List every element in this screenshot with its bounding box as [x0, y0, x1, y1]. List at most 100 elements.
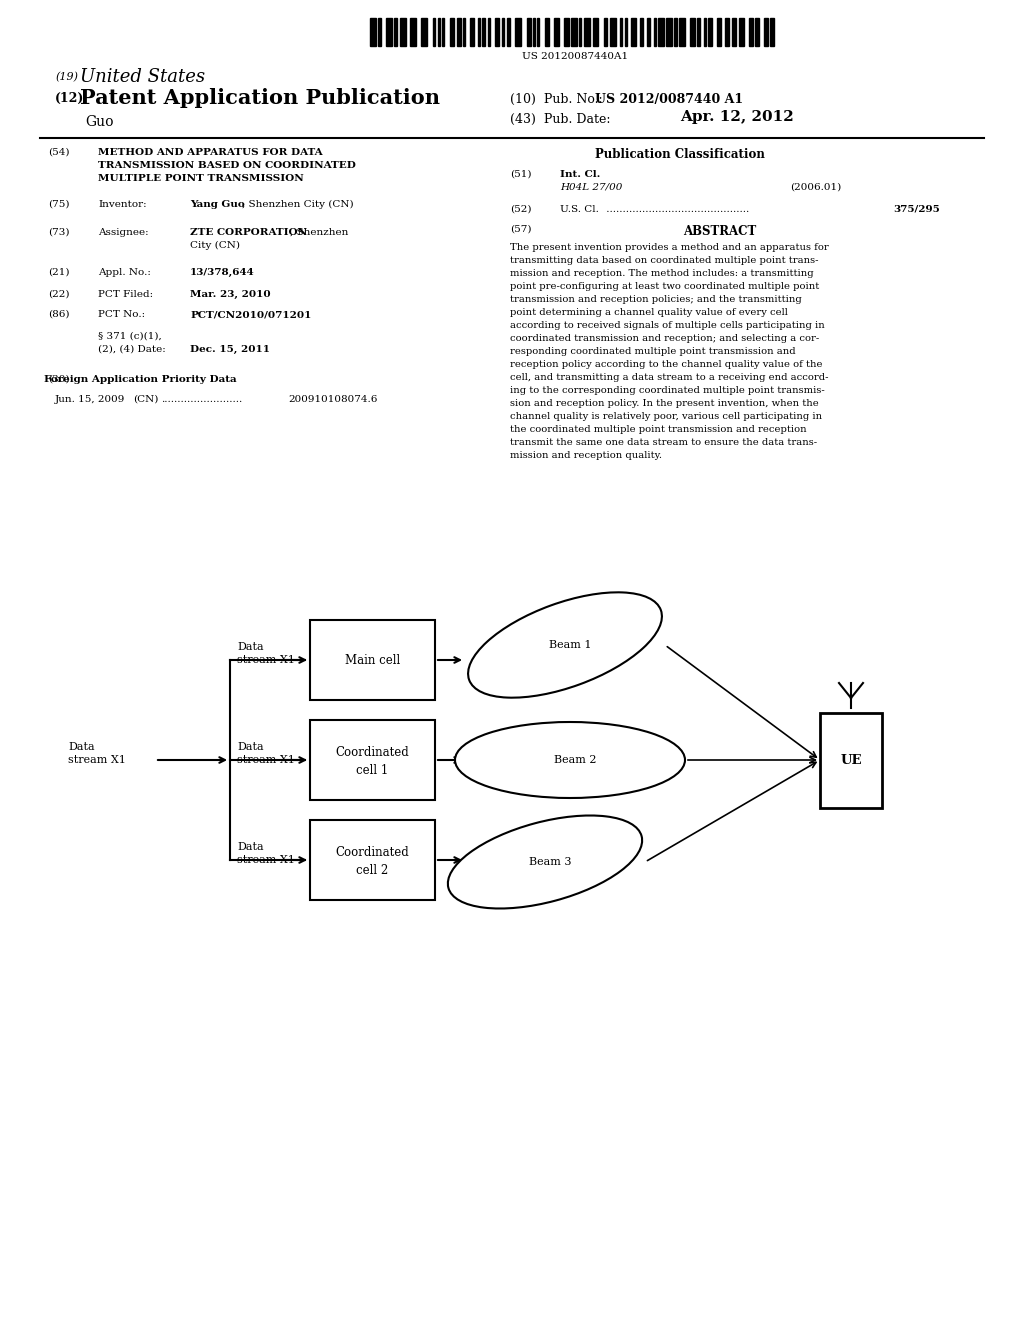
Text: 375/295: 375/295: [893, 205, 940, 214]
Bar: [450, 18, 454, 46]
Bar: [770, 18, 774, 46]
Text: (73): (73): [48, 228, 70, 238]
Text: (22): (22): [48, 290, 70, 300]
Text: PCT/CN2010/071201: PCT/CN2010/071201: [190, 310, 311, 319]
Bar: [725, 18, 729, 46]
Bar: [563, 18, 569, 46]
Bar: [697, 18, 699, 46]
Text: stream X1: stream X1: [237, 755, 295, 766]
Bar: [515, 18, 521, 46]
Bar: [666, 18, 672, 46]
Text: point pre-configuring at least two coordinated multiple point: point pre-configuring at least two coord…: [510, 282, 819, 290]
Bar: [604, 18, 607, 46]
Text: point determining a channel quality value of every cell: point determining a channel quality valu…: [510, 308, 787, 317]
Text: 13/378,644: 13/378,644: [190, 268, 255, 277]
Text: reception policy according to the channel quality value of the: reception policy according to the channe…: [510, 360, 822, 370]
Text: Coordinated: Coordinated: [336, 746, 410, 759]
Bar: [703, 18, 706, 46]
Bar: [654, 18, 656, 46]
Text: U.S. Cl.: U.S. Cl.: [560, 205, 599, 214]
Bar: [674, 18, 677, 46]
Text: METHOD AND APPARATUS FOR DATA: METHOD AND APPARATUS FOR DATA: [98, 148, 323, 157]
Text: sion and reception policy. In the present invention, when the: sion and reception policy. In the presen…: [510, 399, 819, 408]
Bar: [538, 18, 540, 46]
Bar: [593, 18, 598, 46]
Text: (52): (52): [510, 205, 531, 214]
Text: Foreign Application Priority Data: Foreign Application Priority Data: [44, 375, 237, 384]
Bar: [820, 713, 882, 808]
Text: transmitting data based on coordinated multiple point trans-: transmitting data based on coordinated m…: [510, 256, 818, 265]
Text: (75): (75): [48, 201, 70, 209]
Text: Int. Cl.: Int. Cl.: [560, 170, 600, 180]
Bar: [749, 18, 753, 46]
Bar: [526, 18, 530, 46]
Text: (10)  Pub. No.:: (10) Pub. No.:: [510, 92, 610, 106]
Text: US 20120087440A1: US 20120087440A1: [522, 51, 628, 61]
Text: the coordinated multiple point transmission and reception: the coordinated multiple point transmiss…: [510, 425, 807, 434]
Text: (54): (54): [48, 148, 70, 157]
Text: Data: Data: [237, 642, 263, 652]
Bar: [421, 18, 427, 46]
Text: PCT No.:: PCT No.:: [98, 310, 145, 319]
Bar: [470, 18, 474, 46]
Text: Apr. 12, 2012: Apr. 12, 2012: [680, 110, 794, 124]
Text: coordinated transmission and reception; and selecting a cor-: coordinated transmission and reception; …: [510, 334, 819, 343]
Text: (12): (12): [55, 92, 84, 106]
Text: § 371 (c)(1),: § 371 (c)(1),: [98, 333, 162, 341]
Text: The present invention provides a method and an apparatus for: The present invention provides a method …: [510, 243, 828, 252]
Bar: [442, 18, 444, 46]
Bar: [690, 18, 694, 46]
Text: ............................................: ........................................…: [603, 205, 750, 214]
Text: UE: UE: [841, 754, 862, 767]
Text: responding coordinated multiple point transmission and: responding coordinated multiple point tr…: [510, 347, 796, 356]
Bar: [310, 620, 435, 700]
Bar: [482, 18, 485, 46]
Text: H04L 27/00: H04L 27/00: [560, 183, 623, 191]
Text: cell, and transmitting a data stream to a receiving end accord-: cell, and transmitting a data stream to …: [510, 374, 828, 381]
Text: United States: United States: [80, 69, 205, 86]
Bar: [410, 18, 416, 46]
Text: .........................: .........................: [161, 395, 243, 404]
Text: (2), (4) Date:: (2), (4) Date:: [98, 345, 166, 354]
Bar: [640, 18, 643, 46]
Text: transmit the same one data stream to ensure the data trans-: transmit the same one data stream to ens…: [510, 438, 817, 447]
Text: MULTIPLE POINT TRANSMISSION: MULTIPLE POINT TRANSMISSION: [98, 174, 304, 183]
Text: (30): (30): [48, 375, 70, 384]
Text: ABSTRACT: ABSTRACT: [683, 224, 757, 238]
Text: mission and reception. The method includes: a transmitting: mission and reception. The method includ…: [510, 269, 814, 279]
Bar: [554, 18, 559, 46]
Bar: [709, 18, 713, 46]
Bar: [507, 18, 510, 46]
Bar: [502, 18, 504, 46]
Text: Beam 1: Beam 1: [549, 640, 591, 649]
Bar: [386, 18, 392, 46]
Text: PCT Filed:: PCT Filed:: [98, 290, 154, 300]
Bar: [571, 18, 578, 46]
Text: Jun. 15, 2009: Jun. 15, 2009: [55, 395, 125, 404]
Bar: [457, 18, 461, 46]
Bar: [488, 18, 490, 46]
Ellipse shape: [455, 722, 685, 799]
Text: Publication Classification: Publication Classification: [595, 148, 765, 161]
Bar: [631, 18, 636, 46]
Bar: [620, 18, 622, 46]
Text: (43)  Pub. Date:: (43) Pub. Date:: [510, 114, 610, 125]
Bar: [432, 18, 435, 46]
Bar: [495, 18, 499, 46]
Text: Inventor:: Inventor:: [98, 201, 146, 209]
Text: cell 2: cell 2: [356, 863, 389, 876]
Text: according to received signals of multiple cells participating in: according to received signals of multipl…: [510, 321, 824, 330]
Text: Beam 2: Beam 2: [554, 755, 596, 766]
Bar: [378, 18, 381, 46]
Text: Patent Application Publication: Patent Application Publication: [80, 88, 440, 108]
Bar: [625, 18, 627, 46]
Ellipse shape: [468, 593, 662, 698]
Text: stream X1: stream X1: [237, 655, 295, 665]
Bar: [717, 18, 721, 46]
Bar: [610, 18, 615, 46]
Text: 200910108074.6: 200910108074.6: [288, 395, 378, 404]
Text: (86): (86): [48, 310, 70, 319]
Bar: [738, 18, 744, 46]
Text: (2006.01): (2006.01): [790, 183, 842, 191]
Text: Guo: Guo: [85, 115, 114, 129]
